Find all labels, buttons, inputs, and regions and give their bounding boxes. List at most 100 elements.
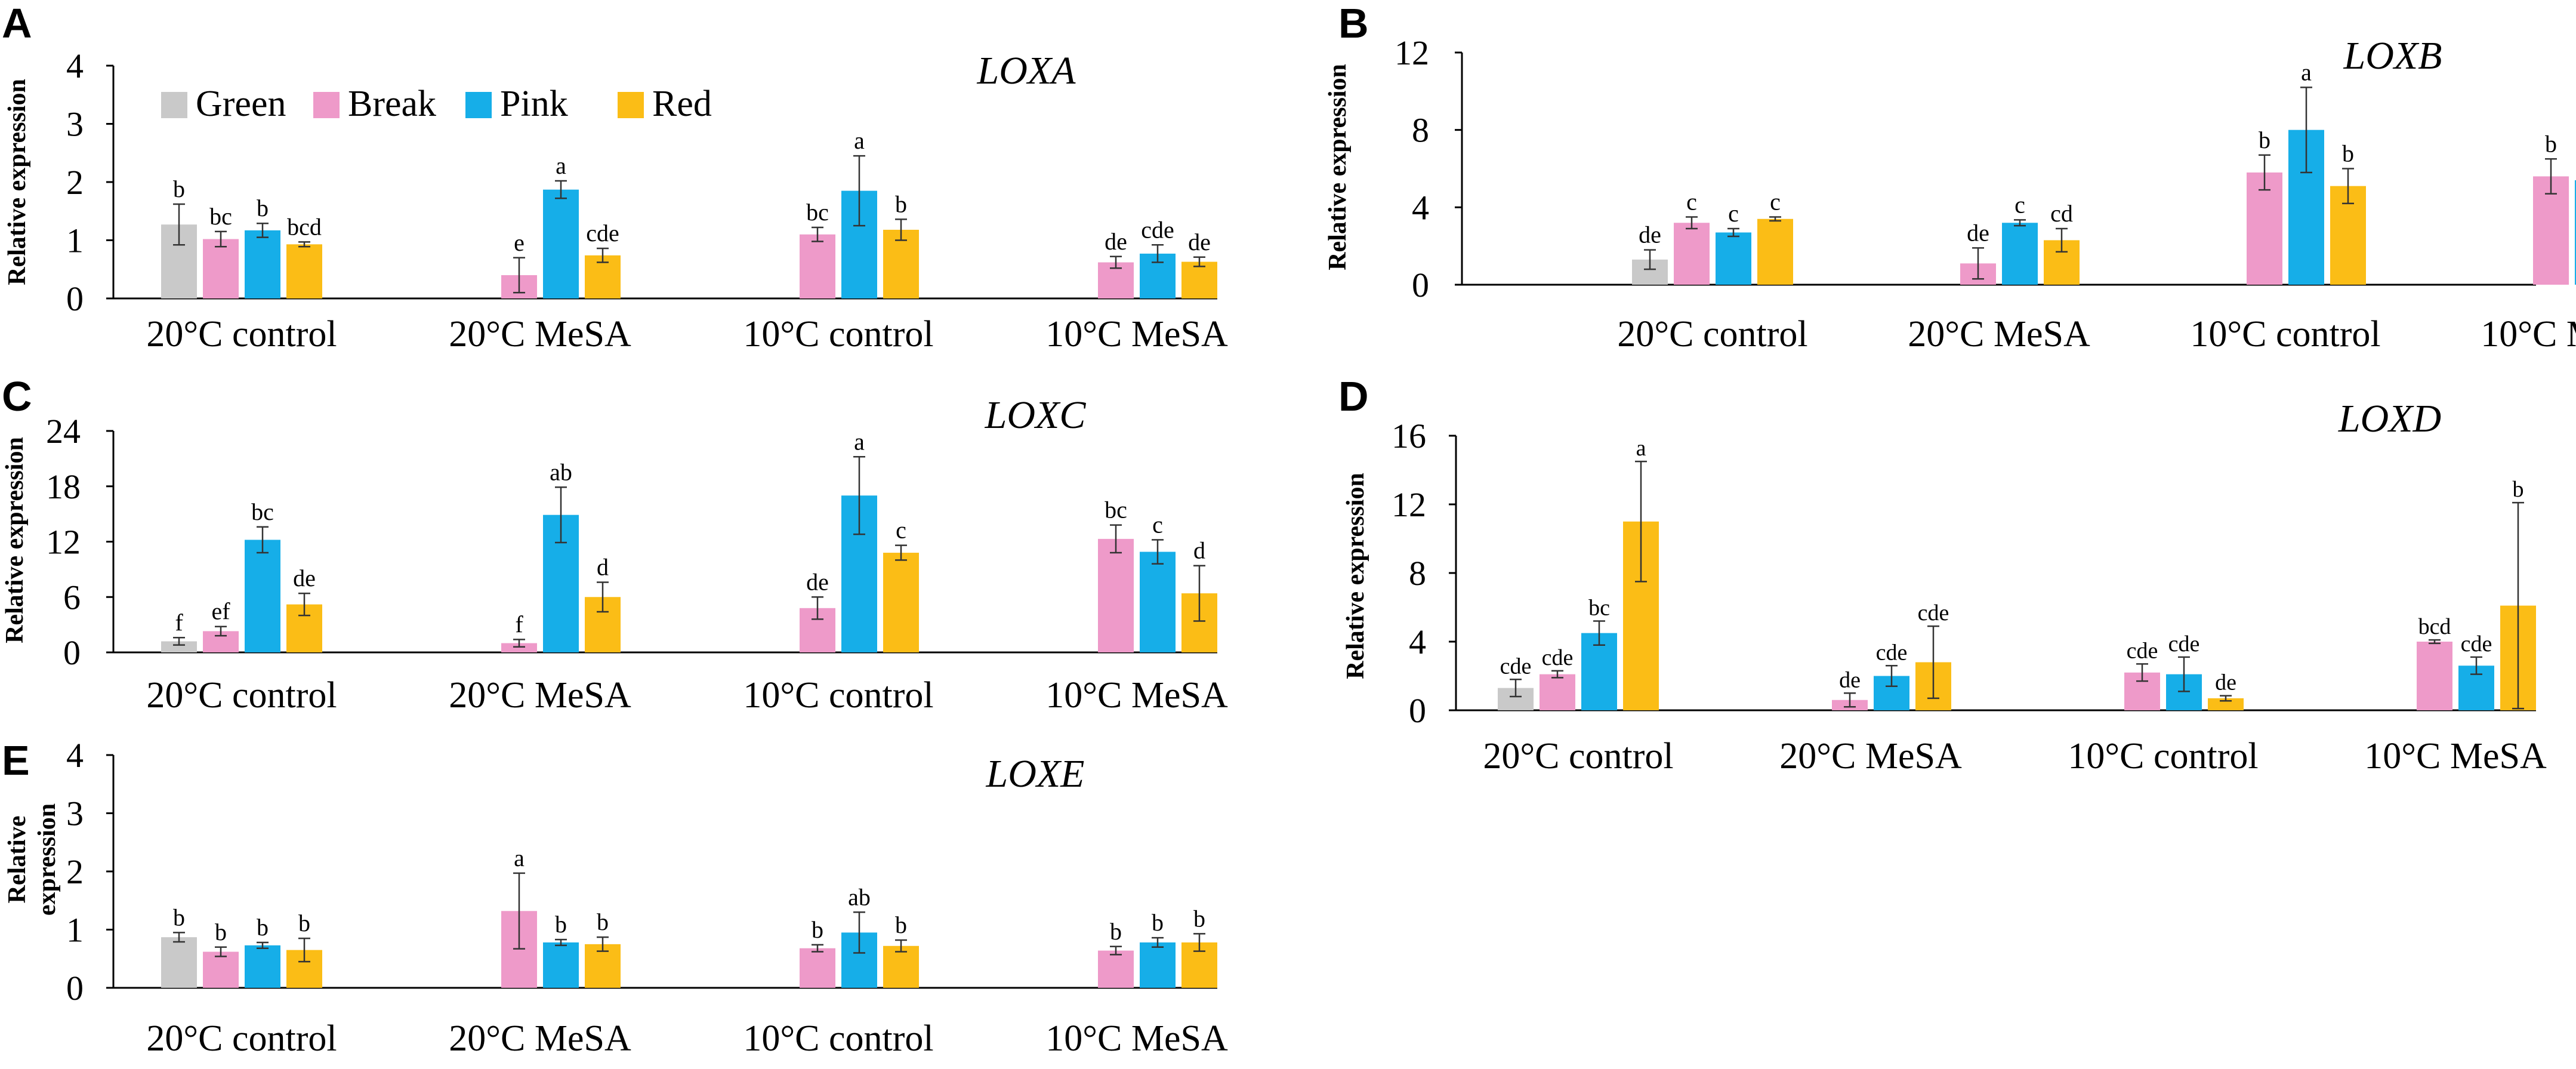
y-tick-label: 3 [66,794,84,833]
significance-letter: ef [211,598,230,625]
legend-swatch-red [618,92,644,118]
significance-letter: d [1193,537,1205,564]
bar-red [883,945,919,988]
significance-letter: b [2513,477,2524,502]
significance-letter: a [854,428,865,455]
x-category-label: 10°C control [743,675,933,716]
x-category-label: 20°C MeSA [1908,314,2090,355]
significance-letter: de [1639,221,1661,248]
y-tick-label: 4 [66,736,84,775]
bar-pink [1140,552,1176,652]
significance-letter: b [812,916,823,943]
bar-pink [1716,232,1751,285]
bar-green [161,641,197,652]
legend-swatch-pink [465,92,492,118]
significance-letter: cde [586,220,619,247]
y-tick-label: 12 [1392,485,1426,524]
x-category-label: 10°C MeSA [1045,314,1228,355]
significance-letter: a [1636,436,1646,461]
legend-label: Green [196,84,286,124]
y-tick-label: 0 [1412,266,1429,304]
significance-letter: de [293,565,316,592]
panel-letter: A [2,0,32,47]
legend-swatch-green [161,92,187,118]
legend-swatch-break [313,92,340,118]
significance-letter: a [854,127,865,154]
x-category-label: 10°C MeSA [2364,736,2547,777]
significance-letter: cde [2168,631,2200,657]
y-tick-label: 6 [63,578,81,617]
significance-letter: ab [848,883,871,910]
x-category-label: 20°C control [146,314,337,355]
y-tick-label: 2 [66,163,84,202]
y-axis-label: Relativeexpression [4,803,61,916]
y-tick-label: 1 [66,911,84,950]
bar-break [1674,223,1710,285]
x-category-label: 20°C control [1483,736,1673,777]
y-tick-label: 18 [46,467,81,506]
significance-letter: bcd [2418,614,2451,639]
significance-letter: b [173,904,185,931]
significance-letter: c [2014,191,2025,218]
bar-pink [245,230,280,298]
significance-letter: cde [1542,645,1574,670]
bar-green [161,937,197,988]
bar-red [286,244,322,298]
x-category-label: 10°C control [2190,314,2380,355]
legend: Green Break Pink Red [161,84,712,124]
y-tick-label: 0 [1409,691,1426,730]
significance-letter: c [1770,189,1781,215]
chart-title: LOXD [2338,397,2441,440]
x-category-label: 10°C MeSA [1045,1018,1228,1059]
chart-title: LOXB [2343,34,2442,78]
significance-letter: bc [209,203,232,230]
significance-letter: b [257,195,269,221]
x-category-label: 10°C control [743,1018,933,1059]
significance-letter: ab [550,458,572,485]
significance-letter: a [556,152,566,179]
y-axis-label: Relative expression [1324,64,1352,270]
bar-pink [245,945,280,988]
y-tick-label: 8 [1412,111,1429,150]
x-category-label: 20°C MeSA [449,314,631,355]
significance-letter: bc [1105,497,1127,523]
panel-letter: B [1338,0,1369,47]
y-tick-label: 8 [1409,554,1426,593]
y-axis-label: Relative expression [1,437,29,643]
y-tick-label: 3 [66,105,84,144]
bar-break [800,948,835,988]
x-category-label: 10°C MeSA [2481,314,2576,355]
significance-letter: bc [806,199,829,226]
significance-letter: e [514,229,525,256]
y-tick-label: 12 [1395,33,1429,72]
significance-letter: b [597,908,609,935]
bar-break [1098,950,1134,988]
significance-letter: b [2545,130,2557,157]
significance-letter: de [1967,219,1989,246]
y-tick-label: 24 [46,412,81,451]
significance-letter: cde [2461,631,2492,657]
y-tick-label: 0 [66,969,84,1008]
bar-red [1757,218,1793,285]
y-tick-label: 12 [46,523,81,562]
y-tick-label: 4 [66,47,84,85]
significance-letter: b [1110,918,1122,945]
legend-label: Pink [500,84,568,124]
bar-red [883,553,919,652]
chart-title: LOXC [985,393,1087,437]
x-category-label: 10°C MeSA [1045,675,1228,716]
bar-break [203,951,239,988]
significance-letter: f [515,611,523,637]
x-category-label: 20°C control [1617,314,1807,355]
significance-letter: de [2215,670,2236,695]
bar-break [2247,172,2282,285]
significance-letter: b [215,919,227,945]
chart-title: LOXE [986,752,1085,796]
significance-letter: a [514,845,525,871]
bar-red [883,229,919,298]
panel-letter: E [2,737,30,784]
panel-d: D Relative expression 0 4 8 12 16 LOXD 20°C cont… [1338,373,2547,777]
significance-letter: de [806,568,829,595]
bar-break [501,643,537,652]
bar-break [1098,538,1134,652]
